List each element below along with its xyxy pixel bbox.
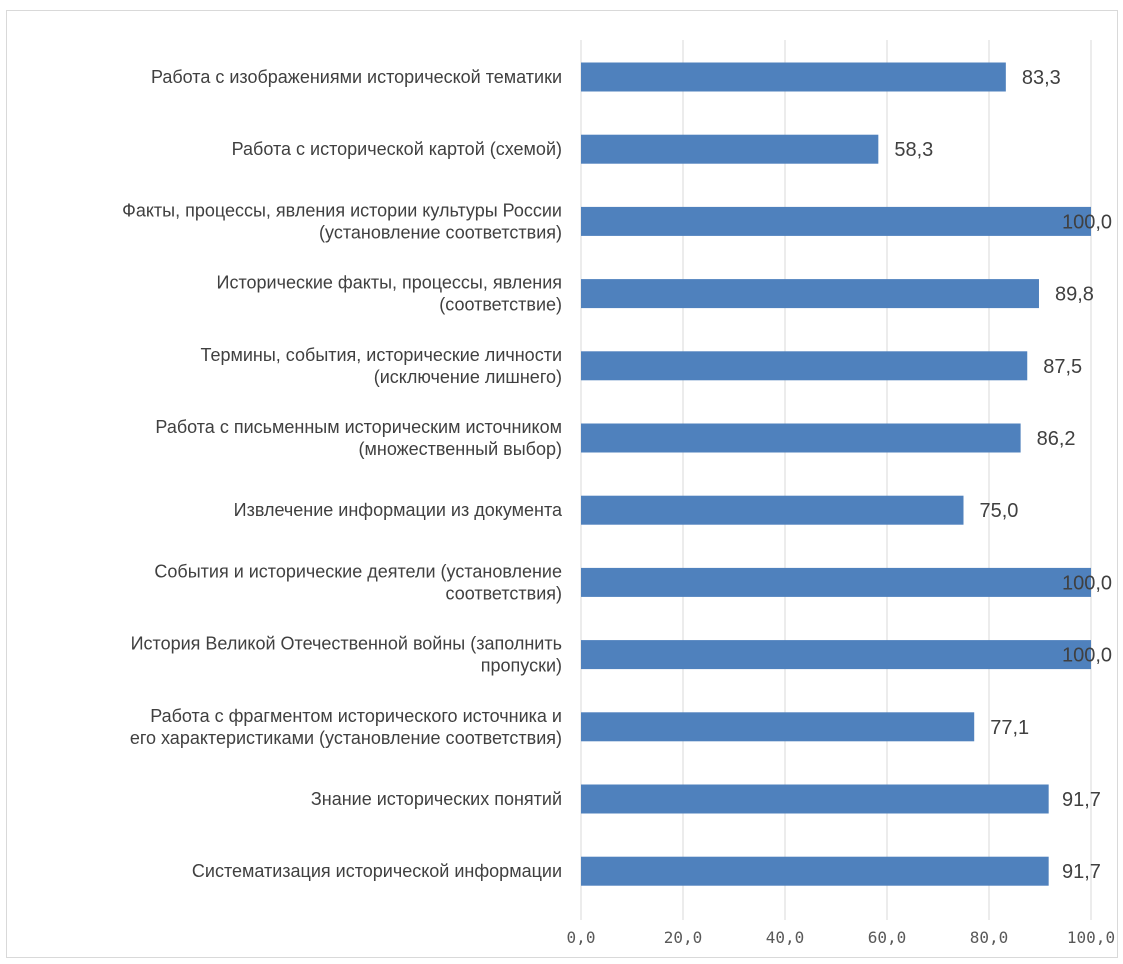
category-label: Знание исторических понятий <box>311 789 562 809</box>
category-label: (установление соответствия) <box>319 222 562 242</box>
category-label: пропуски) <box>481 656 562 676</box>
bar <box>581 495 964 525</box>
category-label: История Великой Отечественной войны (зап… <box>131 634 562 654</box>
category-label: Работа с исторической картой (схемой) <box>232 139 562 159</box>
bar <box>581 640 1091 670</box>
category-label-layer: Работа с изображениями исторической тема… <box>122 67 563 881</box>
category-label: Факты, процессы, явления истории культур… <box>122 200 562 220</box>
x-tick-label: 20,0 <box>664 928 703 947</box>
bar <box>581 856 1049 886</box>
x-tick-label: 60,0 <box>868 928 907 947</box>
category-label: (соответствие) <box>439 295 562 315</box>
x-axis-tick-layer: 0,0 20,0 40,0 60,0 80,0 100,0 <box>567 928 1116 947</box>
bar <box>581 62 1006 92</box>
bar <box>581 784 1049 814</box>
category-label: Извлечение информации из документа <box>234 500 563 520</box>
category-label: Термины, события, исторические личности <box>200 345 562 365</box>
bar <box>581 423 1021 453</box>
category-label: Систематизация исторической информации <box>192 861 562 881</box>
data-label: 83,3 <box>1022 67 1061 89</box>
x-tick-label: 100,0 <box>1067 928 1115 947</box>
category-label: Работа с изображениями исторической тема… <box>151 67 562 87</box>
data-label: 58,3 <box>894 139 933 161</box>
category-label: Работа с письменным историческим источни… <box>155 417 562 437</box>
bar <box>581 351 1028 381</box>
data-label: 100,0 <box>1062 572 1112 594</box>
category-label: События и исторические деятели (установл… <box>154 561 562 581</box>
bar-layer <box>581 62 1091 886</box>
x-tick-label: 40,0 <box>766 928 805 947</box>
bar <box>581 134 879 164</box>
category-label: Исторические факты, процессы, явления <box>217 273 562 293</box>
data-label: 86,2 <box>1037 428 1076 450</box>
data-label: 75,0 <box>980 500 1019 522</box>
category-label: (множественный выбор) <box>359 439 562 459</box>
data-label: 77,1 <box>990 717 1029 739</box>
bar <box>581 279 1039 309</box>
x-tick-label: 0,0 <box>567 928 596 947</box>
category-label: Работа с фрагментом исторического источн… <box>150 706 562 726</box>
data-label: 87,5 <box>1043 356 1082 378</box>
grid-layer <box>580 40 1092 920</box>
data-label: 100,0 <box>1062 645 1112 667</box>
category-label: соответствия) <box>446 583 563 603</box>
category-label: (исключение лишнего) <box>374 367 562 387</box>
category-label: его характеристиками (установление соотв… <box>130 728 562 748</box>
data-label-layer: 83,3 58,3 100,0 89,8 87,5 86,2 75,0 100,0 100,0 7… <box>894 67 1112 883</box>
x-tick-label: 80,0 <box>970 928 1009 947</box>
data-label: 91,7 <box>1062 861 1101 883</box>
data-label: 89,8 <box>1055 284 1094 306</box>
bar <box>581 712 975 742</box>
bar <box>581 567 1091 597</box>
data-label: 91,7 <box>1062 789 1101 811</box>
data-label: 100,0 <box>1062 211 1112 233</box>
bar <box>581 206 1091 236</box>
